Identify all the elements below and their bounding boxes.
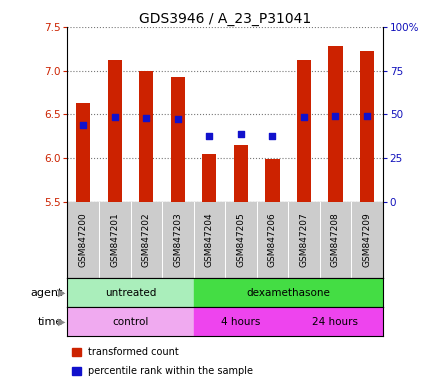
Bar — [139, 71, 153, 202]
Text: GSM847209: GSM847209 — [362, 213, 371, 267]
Text: GSM847206: GSM847206 — [267, 213, 276, 267]
Text: GSM847205: GSM847205 — [236, 213, 245, 267]
Text: GSM847201: GSM847201 — [110, 213, 119, 267]
Text: GSM847204: GSM847204 — [204, 213, 214, 267]
Bar — [265, 159, 279, 202]
Bar — [193, 307, 288, 336]
Bar — [67, 307, 193, 336]
Text: untreated: untreated — [105, 288, 156, 298]
Point — [363, 113, 370, 119]
Bar — [193, 278, 382, 307]
Point — [300, 114, 307, 120]
Bar — [170, 77, 184, 202]
Text: agent: agent — [31, 288, 63, 298]
Bar — [296, 60, 310, 202]
Text: GSM847207: GSM847207 — [299, 213, 308, 267]
Bar — [202, 154, 216, 202]
Bar — [107, 60, 122, 202]
Point — [331, 113, 338, 119]
Text: GSM847200: GSM847200 — [79, 213, 88, 267]
Bar — [288, 307, 382, 336]
Text: ▶: ▶ — [58, 316, 65, 327]
Bar — [359, 51, 373, 202]
Text: percentile rank within the sample: percentile rank within the sample — [88, 366, 252, 376]
Point — [268, 133, 275, 139]
Point — [111, 114, 118, 120]
Text: GSM847203: GSM847203 — [173, 213, 182, 267]
Text: ▶: ▶ — [58, 288, 65, 298]
Bar — [76, 103, 90, 202]
Text: GSM847208: GSM847208 — [330, 213, 339, 267]
Point — [174, 116, 181, 122]
Text: 4 hours: 4 hours — [220, 316, 260, 327]
Text: control: control — [112, 316, 148, 327]
Bar — [67, 278, 193, 307]
Text: GSM847202: GSM847202 — [141, 213, 151, 267]
Point — [237, 131, 244, 137]
Point — [79, 122, 86, 128]
Text: dexamethasone: dexamethasone — [246, 288, 329, 298]
Text: 24 hours: 24 hours — [312, 316, 358, 327]
Bar — [328, 46, 342, 202]
Title: GDS3946 / A_23_P31041: GDS3946 / A_23_P31041 — [139, 12, 310, 26]
Point — [142, 115, 149, 121]
Text: transformed count: transformed count — [88, 347, 178, 357]
Point — [205, 133, 212, 139]
Text: time: time — [38, 316, 63, 327]
Bar — [233, 145, 247, 202]
